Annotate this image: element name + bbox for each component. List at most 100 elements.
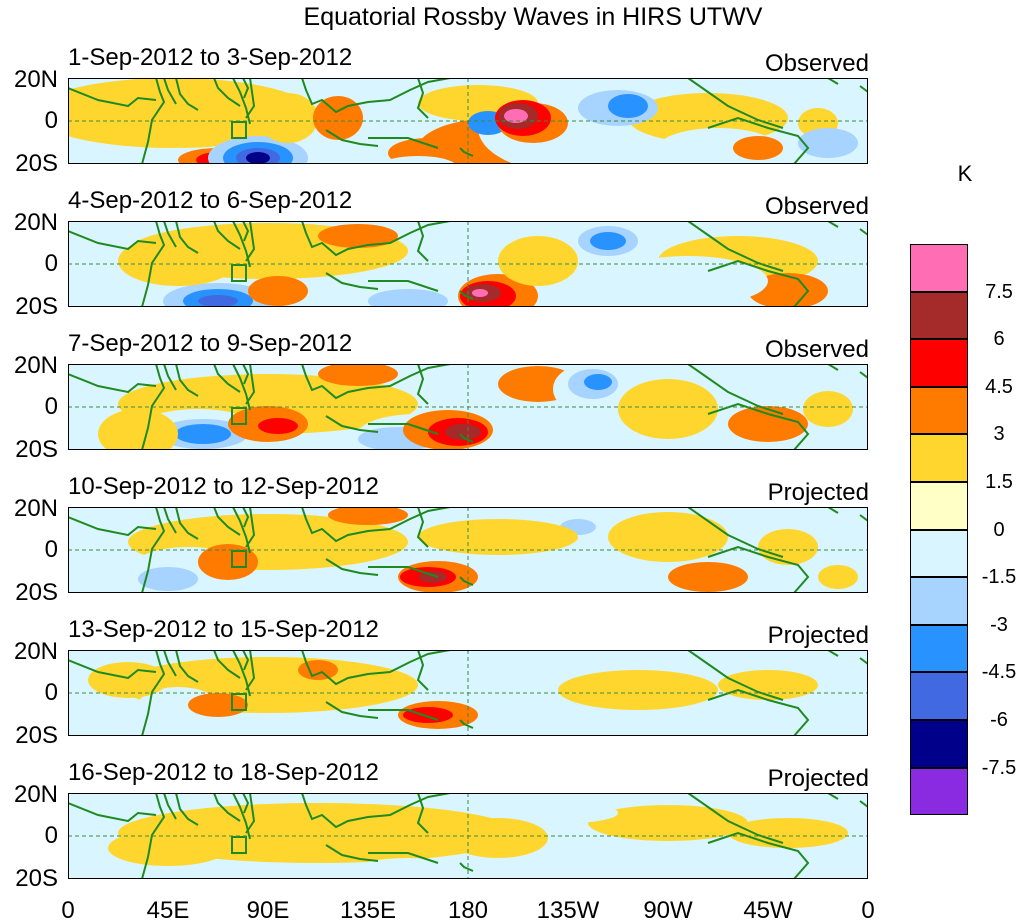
coastline [141, 78, 166, 164]
longitude-tick-label: 90E [246, 897, 290, 924]
coastline [175, 78, 199, 111]
coastline [707, 259, 810, 307]
anomaly-map-panel [68, 364, 868, 450]
negative-anomaly-contour [518, 803, 618, 823]
coastline [416, 793, 429, 834]
coastline [68, 373, 157, 394]
coastline [325, 272, 379, 290]
coastline [175, 650, 199, 683]
colorbar-swatch [910, 767, 968, 816]
positive-anomaly-contour [318, 224, 398, 248]
latitude-label-equator: 0 [44, 393, 58, 420]
coastline [827, 221, 839, 228]
panel-date-range: 13-Sep-2012 to 15-Sep-2012 [68, 616, 379, 643]
panel-date-range: 16-Sep-2012 to 18-Sep-2012 [68, 759, 379, 786]
latitude-label-north: 20N [13, 209, 58, 236]
latitude-label-north: 20N [13, 352, 58, 379]
coastline [707, 688, 810, 736]
contour-field [68, 507, 868, 593]
coastline [859, 371, 868, 379]
coastline [301, 507, 451, 543]
positive-anomaly-contour [198, 544, 258, 580]
colorbar-swatch [910, 672, 968, 720]
figure-title: Equatorial Rossby Waves in HIRS UTWV [303, 3, 763, 31]
coastline [687, 221, 784, 272]
negative-anomaly-contour [138, 687, 218, 723]
coastline [827, 78, 839, 85]
coastline [141, 793, 166, 879]
reference-box [231, 693, 247, 711]
coastline [707, 402, 810, 450]
panel-date-range: 4-Sep-2012 to 6-Sep-2012 [68, 187, 353, 214]
positive-anomaly-contour [748, 273, 828, 307]
coastline [687, 507, 784, 558]
coastline [213, 78, 241, 107]
coastline [707, 545, 810, 593]
coastline [175, 507, 199, 540]
positive-anomaly-contour [628, 93, 788, 143]
positive-anomaly-contour [298, 660, 338, 680]
colorbar-level-label: -3 [990, 613, 1008, 636]
panel-status-label: Projected [767, 479, 869, 506]
coastline [368, 709, 439, 721]
panel-date-range: 7-Sep-2012 to 9-Sep-2012 [68, 330, 353, 357]
coastline [687, 364, 784, 415]
negative-anomaly-contour [458, 658, 578, 682]
coastline [163, 78, 177, 105]
coastline [859, 85, 868, 93]
positive-anomaly-contour [118, 236, 238, 286]
coastline [301, 650, 451, 686]
coastline [325, 701, 379, 719]
positive-anomaly-contour [803, 391, 853, 427]
positive-anomaly-contour [498, 236, 578, 286]
colorbar-swatch [910, 529, 968, 578]
coastline [242, 78, 250, 99]
panel-status-label: Projected [767, 765, 869, 792]
coastline [859, 657, 868, 665]
coastline [242, 364, 250, 385]
coastline [68, 516, 157, 537]
colorbar-swatch [910, 291, 968, 340]
colorbar-level-label: 6 [993, 328, 1005, 351]
coastline [459, 290, 474, 300]
positive-anomaly-contour [308, 532, 368, 562]
latitude-label-north: 20N [13, 66, 58, 93]
coastline [416, 507, 429, 548]
positive-anomaly-contour [448, 818, 548, 858]
positive-anomaly-contour [418, 519, 578, 555]
longitude-tick-label: 0 [61, 897, 75, 924]
longitude-tick-label: 45W [743, 897, 793, 924]
colorbar-level-label: -6 [990, 709, 1008, 731]
coastline [163, 364, 177, 391]
coastline [213, 650, 241, 679]
coastline [141, 364, 166, 450]
positive-anomaly-contour [318, 364, 398, 386]
colorbar-level-label: 4.5 [985, 375, 1013, 398]
longitude-tick-label: 135E [339, 897, 397, 924]
contour-field [68, 650, 868, 736]
coastline [459, 719, 474, 729]
positive-anomaly-contour [108, 830, 228, 866]
negative-anomaly-contour [798, 128, 858, 158]
coastline [368, 566, 439, 578]
latitude-label-south: 20S [15, 293, 58, 320]
colorbar-level-label: -7.5 [981, 756, 1017, 779]
latitude-label-north: 20N [13, 781, 58, 808]
positive-anomaly-contour [733, 136, 783, 160]
positive-anomaly-contour [618, 379, 718, 439]
coastline [827, 364, 839, 371]
coastline [687, 650, 784, 701]
coastline [301, 793, 451, 829]
colorbar-level-label: 7.5 [985, 280, 1013, 303]
negative-anomaly-contour [608, 94, 648, 118]
contour-field [68, 793, 868, 879]
latitude-label-equator: 0 [44, 107, 58, 134]
coastline [141, 507, 166, 593]
positive-anomaly-contour [258, 418, 298, 434]
coastline [827, 650, 839, 657]
anomaly-map-panel [68, 793, 868, 879]
coastline [141, 221, 166, 307]
colorbar-unit: K [957, 161, 973, 186]
coastline [163, 650, 177, 677]
panel-status-label: Projected [767, 622, 869, 649]
